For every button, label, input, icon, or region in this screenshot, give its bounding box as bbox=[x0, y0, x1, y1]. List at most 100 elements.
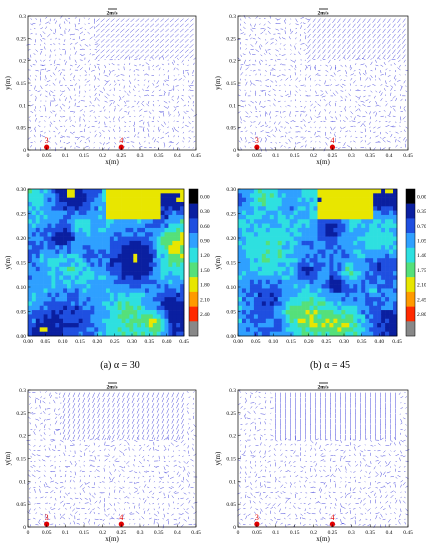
contour-cell bbox=[109, 327, 115, 332]
y-tick-label: 0.3 bbox=[19, 14, 26, 20]
contour-cell bbox=[305, 227, 310, 233]
contour-cell bbox=[285, 292, 290, 298]
velocity-vector bbox=[34, 85, 36, 90]
contour-cell bbox=[269, 327, 275, 332]
velocity-vector bbox=[50, 49, 52, 53]
contour-cell bbox=[341, 318, 346, 324]
contour-cell bbox=[102, 227, 107, 233]
contour-cell bbox=[333, 305, 338, 311]
contour-cell bbox=[133, 201, 138, 207]
contour-cell bbox=[297, 279, 302, 285]
velocity-vector bbox=[155, 64, 160, 68]
contour-cell bbox=[289, 284, 294, 289]
contour-cell bbox=[238, 193, 243, 198]
contour-cell bbox=[313, 323, 318, 328]
velocity-vector bbox=[322, 54, 326, 59]
contour-cell bbox=[373, 331, 378, 337]
contour-cell bbox=[337, 310, 342, 315]
contour-cell bbox=[325, 323, 330, 328]
velocity-vector bbox=[342, 28, 346, 34]
velocity-vector bbox=[248, 17, 251, 19]
contour-cell bbox=[59, 210, 64, 216]
contour-cell bbox=[249, 189, 255, 194]
contour-cell bbox=[141, 297, 146, 302]
velocity-vector bbox=[188, 129, 191, 133]
contour-cell bbox=[102, 236, 107, 242]
velocity-vector bbox=[280, 43, 282, 45]
velocity-vector bbox=[67, 397, 71, 404]
contour-cell bbox=[168, 271, 173, 276]
velocity-vector bbox=[54, 78, 57, 81]
contour-cell bbox=[39, 258, 44, 263]
contour-cell bbox=[337, 284, 342, 289]
contour-cell bbox=[148, 331, 154, 337]
contour-cell bbox=[106, 232, 111, 237]
contour-cell bbox=[152, 323, 157, 328]
contour-cell bbox=[265, 214, 271, 220]
velocity-vector bbox=[347, 18, 351, 24]
contour-cell bbox=[59, 245, 64, 250]
y-tick-label: 0.05 bbox=[16, 310, 26, 316]
velocity-vector bbox=[275, 28, 279, 31]
velocity-vector bbox=[312, 54, 316, 60]
contour-cell bbox=[176, 275, 181, 281]
velocity-vector bbox=[40, 33, 43, 38]
contour-cell bbox=[265, 249, 271, 255]
velocity-vector bbox=[105, 23, 110, 28]
contour-cell bbox=[389, 331, 394, 337]
velocity-vector bbox=[258, 121, 261, 125]
contour-cell bbox=[94, 305, 99, 311]
velocity-vector bbox=[365, 77, 369, 81]
colorbar-label: 1.50 bbox=[200, 268, 210, 274]
velocity-vector bbox=[118, 68, 120, 71]
velocity-vector bbox=[125, 44, 130, 48]
contour-cell bbox=[180, 214, 185, 220]
contour-cell bbox=[261, 245, 267, 250]
velocity-vector bbox=[35, 397, 40, 400]
velocity-vector bbox=[89, 110, 93, 112]
velocity-vector bbox=[45, 95, 48, 98]
contour-cell bbox=[381, 305, 386, 311]
velocity-vector bbox=[288, 138, 291, 143]
contour-cell bbox=[349, 279, 354, 285]
velocity-vector bbox=[319, 141, 321, 143]
contour-cell bbox=[241, 266, 247, 272]
velocity-vector bbox=[139, 114, 142, 117]
contour-cell bbox=[349, 206, 354, 211]
velocity-vector bbox=[51, 508, 56, 510]
velocity-vector bbox=[350, 135, 352, 138]
velocity-vector bbox=[397, 67, 401, 71]
contour-cell bbox=[160, 245, 165, 250]
contour-cell bbox=[156, 275, 161, 281]
velocity-vector bbox=[43, 437, 46, 441]
contour-cell bbox=[241, 219, 247, 224]
contour-cell bbox=[345, 253, 350, 259]
contour-cell bbox=[74, 288, 79, 294]
contour-cell bbox=[261, 249, 267, 255]
velocity-vector bbox=[168, 89, 173, 91]
contour-cell bbox=[261, 227, 267, 233]
velocity-vector bbox=[113, 116, 115, 120]
velocity-vector bbox=[48, 130, 51, 133]
vector-field bbox=[26, 15, 198, 152]
velocity-vector bbox=[373, 95, 376, 99]
contour-cell bbox=[172, 331, 177, 337]
contour-cell bbox=[164, 288, 169, 294]
contour-cell bbox=[47, 240, 52, 246]
contour-cell bbox=[333, 201, 338, 207]
x-tick-label: 0.25 bbox=[322, 339, 332, 345]
contour-cell bbox=[125, 301, 130, 307]
velocity-vector bbox=[284, 146, 286, 148]
velocity-vector bbox=[179, 33, 184, 38]
contour-cell bbox=[117, 266, 122, 272]
contour-cell bbox=[70, 193, 76, 198]
contour-cell bbox=[160, 258, 165, 263]
velocity-vector bbox=[245, 48, 248, 50]
contour-cell bbox=[261, 258, 267, 263]
contour-cell bbox=[317, 240, 322, 246]
contour-cell bbox=[253, 331, 259, 337]
contour-cell bbox=[141, 206, 146, 211]
contour-cell bbox=[129, 236, 134, 242]
contour-cell bbox=[293, 206, 298, 211]
contour-cell bbox=[125, 249, 130, 255]
